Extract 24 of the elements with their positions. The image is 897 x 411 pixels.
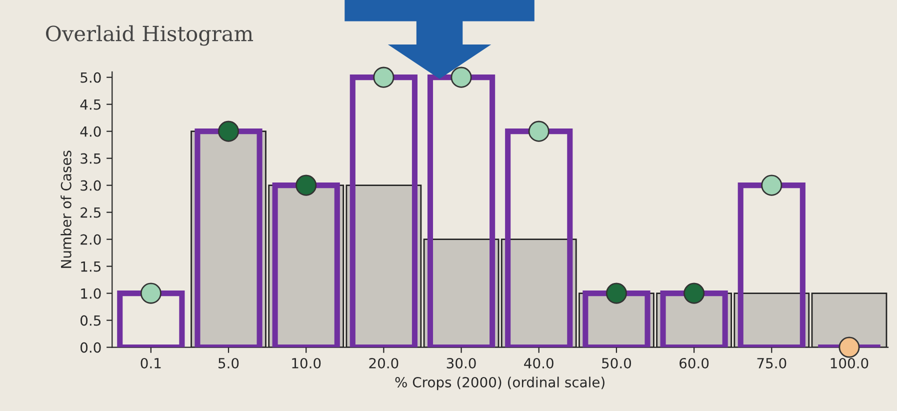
y-tick-label: 4.0	[80, 126, 101, 137]
y-tick-label: 1.5	[81, 261, 100, 272]
x-tick-label: 20.0	[369, 358, 398, 368]
y-tick-label: 3.0	[80, 180, 101, 191]
x-tick-label: 40.0	[524, 358, 554, 368]
y-tick-label: 0.0	[80, 342, 101, 353]
x-tick-label: 50.0	[602, 358, 632, 368]
y-tick-label: 1.0	[81, 288, 101, 299]
y-tick-label: 2.0	[80, 234, 101, 245]
y-tick-label: 4.5	[80, 99, 100, 110]
y-tick-label: 0.5	[80, 315, 100, 326]
y-axis-title: Number of Cases	[60, 150, 72, 268]
x-tick-label: 100.0	[830, 358, 868, 368]
x-tick-label: 0.1	[140, 358, 161, 368]
y-tick-label: 5.0	[80, 72, 101, 83]
x-tick-label: 75.0	[757, 358, 786, 368]
y-tick-label: 3.5	[80, 153, 100, 164]
y-tick-label: 2.5	[80, 207, 100, 218]
x-axis-title: % Crops (2000) (ordinal scale)	[395, 376, 604, 390]
x-tick-label: 60.0	[680, 358, 709, 368]
x-tick-label: 5.0	[218, 358, 239, 368]
x-tick-label: 30.0	[446, 358, 476, 368]
x-tick-label: 10.0	[292, 358, 321, 368]
chart-title: Overlaid Histogram	[46, 25, 254, 46]
